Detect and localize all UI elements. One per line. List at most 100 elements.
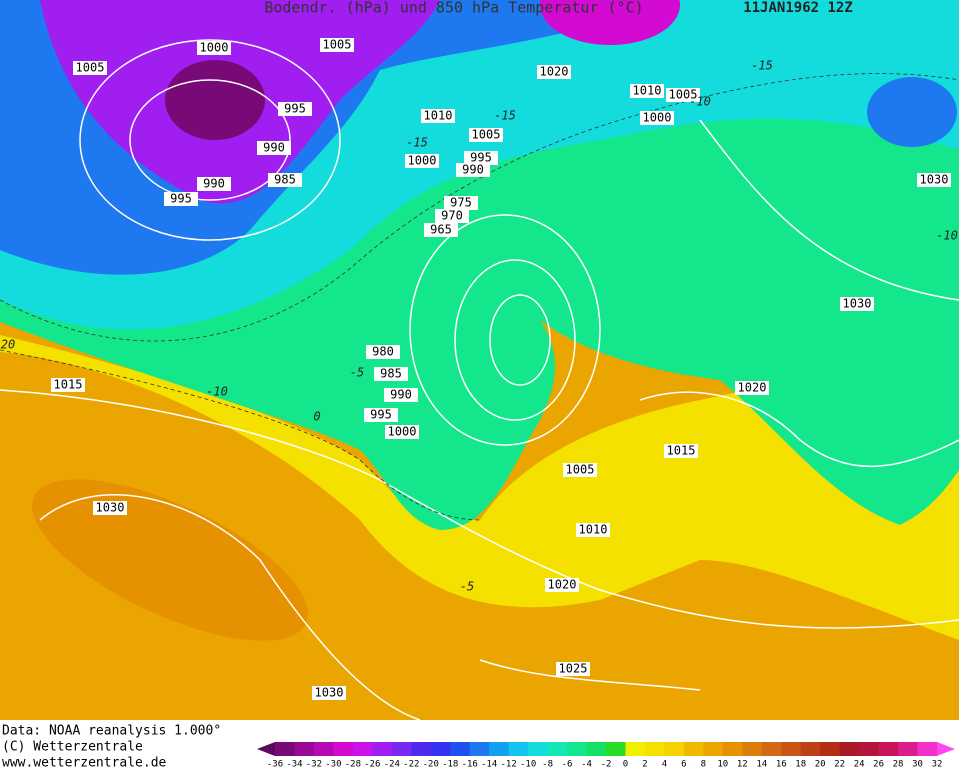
colorbar-tick-label: -34 <box>286 760 302 770</box>
colorbar-band <box>352 742 373 756</box>
footer-line: Data: NOAA reanalysis 1.000° <box>2 724 221 739</box>
colorbar-tick-label: -2 <box>601 760 612 770</box>
colorbar-band <box>567 742 588 756</box>
isobar-label-box <box>545 578 579 592</box>
isobar-label-box <box>164 192 198 206</box>
isobar <box>409 214 601 446</box>
colorbar-band <box>742 742 763 756</box>
colorbar-tick-label: 24 <box>854 760 865 770</box>
colorbar-tick-label: 16 <box>776 760 787 770</box>
isobar <box>0 389 959 629</box>
isobar-label-box <box>435 209 469 223</box>
isobar-label-box <box>385 425 419 439</box>
isotherm <box>0 73 959 342</box>
isobar-label-box <box>73 61 107 75</box>
footer-line: (C) Wetterzentrale <box>2 740 143 755</box>
isobar <box>479 659 701 691</box>
colorbar-tick-label: 0 <box>623 760 628 770</box>
isobar-label-box <box>537 65 571 79</box>
isobar-label-box <box>384 388 418 402</box>
isobar-label: 1005 <box>323 38 352 52</box>
colorbar-tick-label: 2 <box>642 760 647 770</box>
isobar-label: 990 <box>462 163 484 177</box>
isobar-label-box <box>405 154 439 168</box>
isobar-label-box <box>197 41 231 55</box>
colorbar-band <box>586 742 607 756</box>
isotherm-label: -5 <box>460 580 474 594</box>
isobar-label: 1030 <box>920 173 949 187</box>
isobar-label: 1020 <box>548 578 577 592</box>
isobar-label: 1005 <box>472 128 501 142</box>
isobar-label: 990 <box>390 388 412 402</box>
colorbar-tick-label: 26 <box>873 760 884 770</box>
colorbar-band <box>683 742 704 756</box>
colorbar-tick-label: 8 <box>701 760 706 770</box>
colorbar-band <box>625 742 646 756</box>
isobar-label: 1010 <box>424 109 453 123</box>
isobar-label-box <box>312 686 346 700</box>
isotherm-label: -10 <box>206 385 228 399</box>
colorbar-tick-label: -16 <box>462 760 478 770</box>
colorbar-tick-label: -10 <box>520 760 536 770</box>
isobar-label-box <box>917 173 951 187</box>
isobar-label-box <box>374 367 408 381</box>
isobar-label-box <box>51 378 85 392</box>
isobar-label: 1000 <box>643 111 672 125</box>
colorbar-tick-label: -26 <box>364 760 380 770</box>
colorbar-band <box>372 742 393 756</box>
isobar-label-box <box>366 345 400 359</box>
colorbar-band <box>528 742 549 756</box>
colorbar-tick-label: -12 <box>501 760 517 770</box>
isobar-label: 1000 <box>200 41 229 55</box>
isobar <box>79 39 341 241</box>
isotherm-label: -5 <box>350 366 364 380</box>
colorbar-tick-label: 28 <box>893 760 904 770</box>
isotherm-label: -15 <box>751 59 773 73</box>
colorbar-band <box>489 742 510 756</box>
isobar-label-box <box>666 88 700 102</box>
colorbar-arrow <box>937 742 955 756</box>
isobar-label-box <box>197 177 231 191</box>
map-date: 11JAN1962 12Z <box>743 0 853 16</box>
warm-area <box>32 479 308 641</box>
isobar-label: 1030 <box>315 686 344 700</box>
colorbar-tick-label: 18 <box>795 760 806 770</box>
isotherm <box>0 349 481 521</box>
isobar-label-box <box>664 444 698 458</box>
purple-area <box>540 0 680 45</box>
isobar-label-box <box>735 381 769 395</box>
colorbar-band <box>644 742 665 756</box>
isobar <box>39 494 421 721</box>
isobars <box>0 39 959 721</box>
isobar <box>639 391 959 467</box>
colorbar-band <box>547 742 568 756</box>
isobar-label: 1015 <box>54 378 83 392</box>
isobar-label: 985 <box>274 173 296 187</box>
colorbar-tick-label: -8 <box>542 760 553 770</box>
isobar-label: 975 <box>450 196 472 210</box>
colorbar-band <box>722 742 743 756</box>
isobar-label: 985 <box>380 367 402 381</box>
isotherm-label: 20 <box>1 338 15 352</box>
map-title: Bodendr. (hPa) und 850 hPa Temperatur (°… <box>264 0 643 17</box>
footer-line: www.wetterzentrale.de <box>2 756 167 770</box>
isobar-label: 1005 <box>669 88 698 102</box>
colorbar-band <box>275 742 295 756</box>
isobar-label-box <box>320 38 354 52</box>
colorbar-tick-label: -30 <box>325 760 341 770</box>
colorbar-tick-label: -36 <box>267 760 283 770</box>
colorbar-tick-label: -22 <box>403 760 419 770</box>
isobar-label: 1010 <box>633 84 662 98</box>
colorbar-band <box>606 742 626 756</box>
colorbar-tick-label: -32 <box>306 760 322 770</box>
colorbar-band <box>294 742 315 756</box>
isobar-label-box <box>563 463 597 477</box>
isobar-label: 1000 <box>388 425 417 439</box>
isobar-label-box <box>421 109 455 123</box>
colorbar-tick-label: 30 <box>912 760 923 770</box>
isobar-label: 1015 <box>667 444 696 458</box>
isobar-label: 1000 <box>408 154 437 168</box>
colorbar-band <box>313 742 334 756</box>
yellow-area <box>0 330 959 640</box>
